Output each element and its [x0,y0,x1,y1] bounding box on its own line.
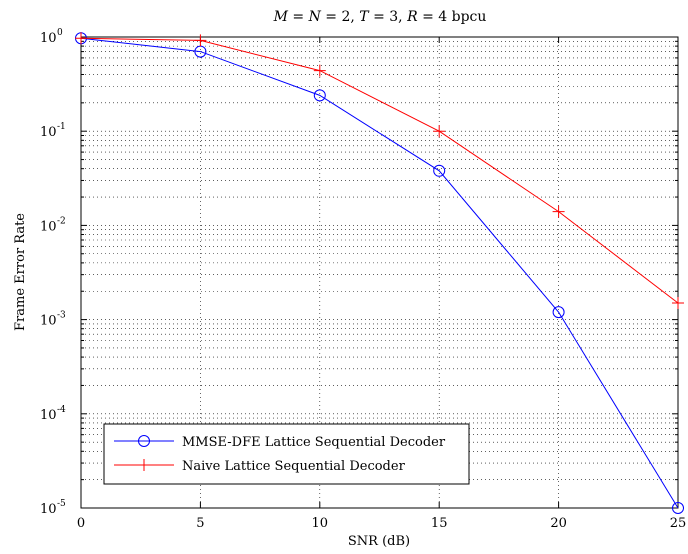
y-tick-label: 10 -1 [40,122,66,140]
y-tick-label-exponent: -1 [57,122,66,132]
legend-label: Naive Lattice Sequential Decoder [182,459,406,474]
y-tick-label: 10 -2 [40,216,66,234]
data-point [672,297,684,310]
data-point [75,32,87,45]
y-tick-label-exponent: 0 [57,28,63,38]
legend-item: Naive Lattice Sequential Decoder [114,459,406,474]
data-point [552,205,565,218]
series-layer [75,32,684,514]
x-tick-label: 0 [77,516,85,531]
x-tick-labels: 0 5 10 15 20 25 [77,516,686,531]
y-tick-label-exponent: -4 [57,405,66,415]
y-tick-label-base: 10 [40,125,57,140]
legend-label: MMSE-DFE Lattice Sequential Decoder [182,435,446,450]
data-point [313,89,326,102]
y-tick-label-exponent: -5 [57,499,66,509]
y-tick-label: 10 -3 [40,311,66,329]
x-tick-label: 20 [550,516,567,531]
data-point [194,34,207,47]
y-tick-label-exponent: -3 [57,311,66,321]
axis-ticks [80,36,679,509]
x-axis-label: SNR (dB) [348,534,410,549]
y-tick-label-base: 10 [40,219,57,234]
x-tick-label: 25 [670,516,687,531]
data-point [552,306,565,319]
legend: MMSE-DFE Lattice Sequential Decoder Naive… [103,423,470,485]
legend-entries: MMSE-DFE Lattice Sequential Decoder Naive… [114,435,446,474]
y-tick-label-base: 10 [40,502,57,517]
y-tick-label: 10 -5 [40,499,66,517]
y-tick-label-exponent: -2 [57,216,66,226]
data-point [433,125,446,138]
chart-title: M = N = 2, T = 3, R = 4 bpcu [273,9,487,25]
legend-item: MMSE-DFE Lattice Sequential Decoder [114,435,446,450]
x-tick-label: 5 [196,516,204,531]
legend-box [103,423,470,485]
series-line [80,37,679,304]
y-tick-label-base: 10 [40,314,57,329]
legend-marker [138,459,150,471]
y-tick-label: 10 -4 [40,405,66,423]
legend-marker [138,435,150,447]
y-tick-label: 10 0 [40,28,63,46]
y-tick-label-base: 10 [40,31,57,46]
plot-frame [80,36,679,509]
series-line [80,37,679,509]
data-point [433,164,446,177]
series-2 [75,32,684,310]
x-tick-label: 10 [312,516,329,531]
x-tick-label: 15 [431,516,448,531]
data-point [672,502,684,514]
y-axis-label: Frame Error Rate [13,213,28,331]
data-point [313,64,326,77]
y-tick-label-base: 10 [40,408,57,423]
